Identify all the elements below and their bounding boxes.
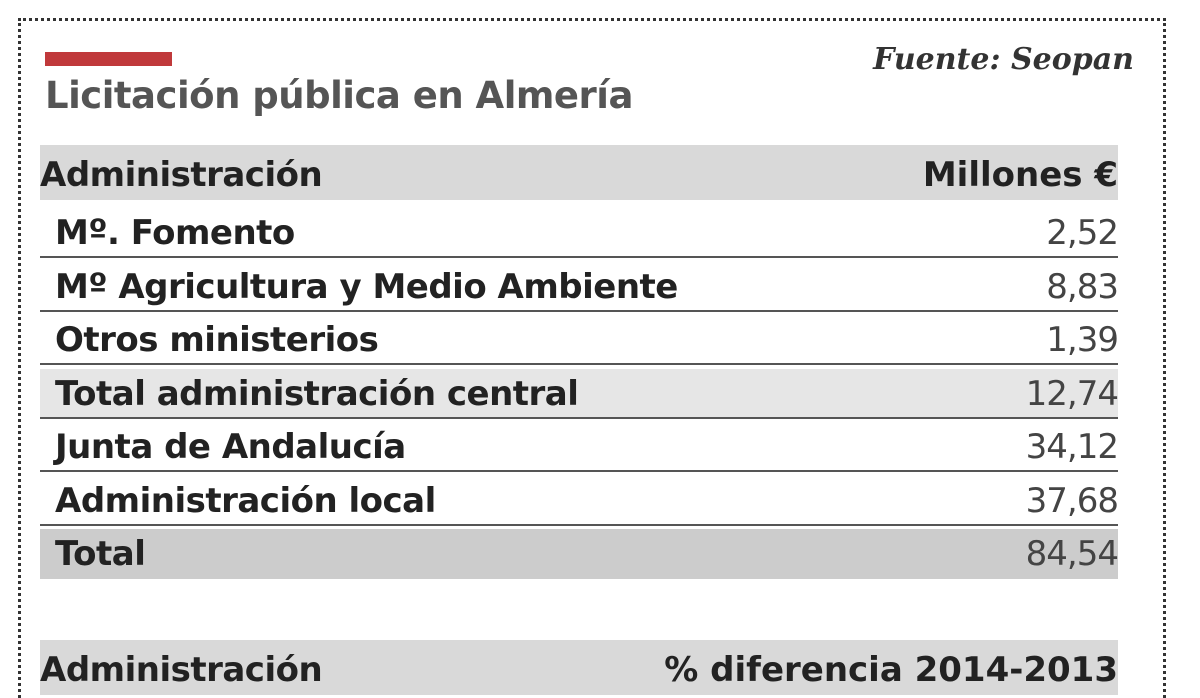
cell-value: 37,68	[1025, 480, 1119, 521]
table-row: Otros ministerios 1,39	[40, 315, 1119, 365]
cell-value: 8,83	[1046, 266, 1119, 307]
cell-label: Otros ministerios	[55, 320, 379, 360]
table-row: Mº. Fomento 2,52	[40, 208, 1119, 258]
table-row: Junta de Andalucía 34,12	[40, 422, 1119, 472]
cell-value: 1,39	[1046, 320, 1119, 360]
cell-label: Mº. Fomento	[55, 213, 295, 253]
cell-label: Total administración central	[55, 373, 579, 414]
cell-value: Millones €	[922, 155, 1118, 195]
cell-value: % diferencia 2014-2013	[664, 650, 1118, 690]
cell-value: 34,12	[1025, 427, 1119, 467]
table-row: Total administración central 12,74	[40, 368, 1119, 419]
cell-label: Administración	[40, 650, 323, 690]
table-row: Administración local 37,68	[40, 476, 1119, 526]
cell-value: 84,54	[1025, 534, 1119, 574]
page: {"header": {"title": "Licitación pública…	[18, 18, 1166, 698]
source: Fuente: Seopan	[873, 42, 1134, 77]
cell-value: 2,52	[1046, 213, 1119, 253]
title: Licitación pública en Almería	[45, 74, 633, 117]
cell-label: Junta de Andalucía	[55, 427, 406, 467]
cell-label: Administración local	[55, 480, 436, 521]
cell-label: Total	[55, 534, 146, 574]
cell-label: Mº Agricultura y Medio Ambiente	[55, 266, 678, 307]
header-row: Administración Millones €	[40, 145, 1118, 200]
table-row: Total 84,54	[40, 529, 1119, 579]
header-row: Administración % diferencia 2014-2013	[40, 640, 1118, 695]
frame	[18, 18, 1166, 698]
table-row: Mº Agricultura y Medio Ambiente 8,83	[40, 262, 1119, 312]
cell-value: 12,74	[1025, 373, 1119, 414]
cell-label: Administración	[40, 155, 323, 195]
accent-bar	[45, 52, 172, 66]
